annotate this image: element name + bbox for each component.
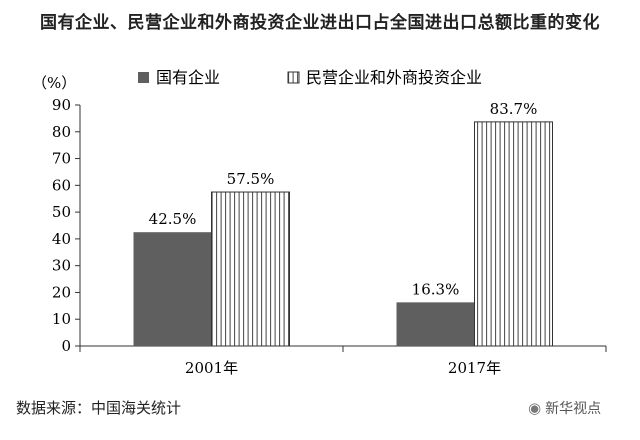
bar-0-0	[133, 232, 212, 346]
bar-1-1	[474, 121, 553, 347]
y-tick-label: 0	[61, 337, 71, 355]
legend-label-state-owned: 国有企业	[156, 68, 220, 87]
y-tick-label: 30	[52, 257, 71, 275]
bars	[133, 121, 553, 347]
source-note: 数据来源：中国海关统计	[16, 399, 182, 417]
wechat-icon: ◉	[528, 399, 542, 417]
x-axis: 2001年 2017年	[79, 345, 607, 377]
y-axis-label: （%）	[32, 74, 76, 92]
y-tick-label: 70	[52, 150, 71, 168]
bar-1-0	[396, 302, 475, 346]
y-tick-label: 90	[52, 96, 71, 114]
legend-swatch-private-foreign	[287, 71, 300, 84]
legend-swatch-state-owned	[138, 72, 149, 83]
y-tick-label: 40	[52, 230, 71, 248]
watermark: ◉ 新华视点	[528, 398, 601, 418]
y-tick-label: 50	[52, 203, 71, 221]
data-label: 57.5%	[227, 170, 275, 188]
y-tick-label: 10	[52, 310, 71, 328]
data-label: 42.5%	[149, 210, 197, 228]
y-tick-label: 60	[52, 176, 71, 194]
x-category-label: 2017年	[448, 359, 501, 377]
y-axis: 0 10 20 30 40 50 60 70 80 90	[52, 96, 81, 355]
x-category-label: 2001年	[185, 359, 238, 377]
y-tick-label: 20	[52, 283, 71, 301]
legend: 国有企业 民营企业和外商投资企业	[138, 68, 482, 87]
data-label: 83.7%	[490, 100, 538, 118]
data-label: 16.3%	[412, 280, 460, 298]
legend-label-private-foreign: 民营企业和外商投资企业	[306, 68, 482, 87]
bar-0-1	[211, 191, 290, 347]
y-tick-label: 80	[52, 123, 71, 141]
data-labels: 42.5% 57.5% 16.3% 83.7%	[149, 100, 538, 298]
chart-title: 国有企业、民营企业和外商投资企业进出口占全国进出口总额比重的变化	[40, 13, 600, 33]
watermark-text: 新华视点	[545, 401, 602, 417]
